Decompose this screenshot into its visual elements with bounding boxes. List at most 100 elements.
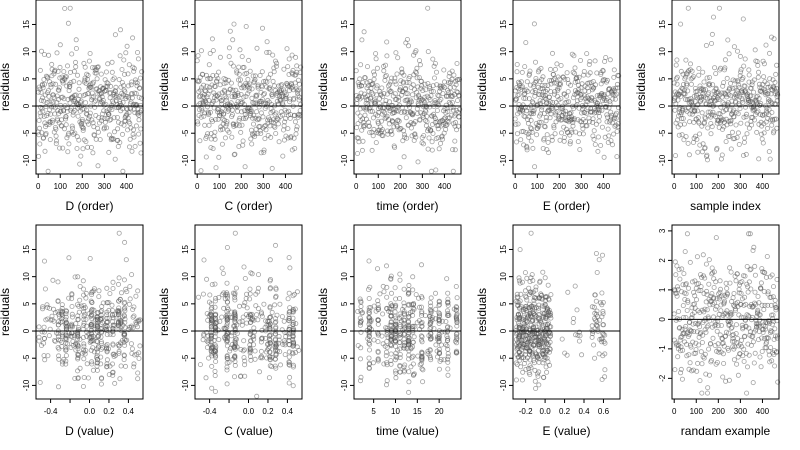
data-point	[765, 289, 771, 295]
y-tick-label: -5	[181, 129, 190, 137]
x-tick-label: 200	[235, 182, 249, 191]
data-point	[774, 276, 780, 282]
data-point	[281, 318, 287, 324]
data-point	[223, 332, 229, 338]
data-point	[94, 367, 100, 373]
data-point	[358, 83, 364, 89]
data-point	[603, 104, 609, 110]
data-point	[563, 108, 569, 114]
data-point	[366, 106, 372, 112]
data-point	[121, 332, 127, 338]
data-point	[118, 84, 124, 90]
data-point	[544, 132, 550, 138]
data-point	[673, 272, 679, 278]
data-point	[136, 318, 142, 324]
data-point	[740, 16, 746, 22]
data-point	[430, 130, 436, 136]
data-point	[540, 74, 546, 80]
data-point	[584, 123, 590, 129]
data-point	[110, 372, 116, 378]
data-point	[543, 364, 549, 370]
data-point	[551, 123, 557, 129]
data-point	[236, 71, 242, 77]
data-point	[516, 334, 522, 340]
data-point	[415, 100, 421, 106]
y-tick-label: 0	[499, 328, 508, 333]
data-point	[595, 323, 601, 329]
data-point	[273, 110, 279, 116]
data-point	[258, 130, 264, 136]
data-point	[720, 117, 726, 123]
data-point	[380, 311, 386, 317]
data-point	[124, 43, 130, 49]
data-point	[88, 322, 94, 328]
data-point	[249, 95, 255, 101]
data-point	[746, 72, 752, 78]
data-point	[273, 365, 279, 371]
data-point	[73, 347, 79, 353]
data-point	[574, 98, 580, 104]
data-point	[408, 125, 414, 131]
data-point	[287, 324, 293, 330]
data-point	[727, 133, 733, 139]
data-point	[601, 331, 607, 337]
data-point	[517, 247, 523, 253]
data-point	[732, 78, 738, 84]
data-point	[737, 282, 743, 288]
x-tick-label: 200	[712, 407, 726, 416]
data-point	[445, 372, 451, 378]
data-point	[209, 282, 215, 288]
x-tick-label: 0	[195, 182, 200, 191]
data-point	[543, 118, 549, 124]
data-point	[538, 327, 544, 333]
data-point	[596, 118, 602, 124]
data-point	[138, 150, 144, 156]
data-point	[764, 253, 770, 259]
data-point	[235, 108, 241, 114]
data-point	[436, 298, 442, 304]
data-point	[700, 332, 706, 338]
data-point	[267, 285, 273, 291]
data-point	[138, 126, 144, 132]
data-point	[69, 303, 75, 309]
data-point	[236, 117, 242, 123]
data-point	[76, 303, 82, 309]
data-point	[202, 122, 208, 128]
data-point	[707, 372, 713, 378]
data-point	[706, 257, 712, 263]
data-point	[401, 317, 407, 323]
data-point	[415, 102, 421, 108]
data-point	[540, 345, 546, 351]
data-point	[110, 370, 116, 376]
data-point	[366, 321, 372, 327]
data-point	[410, 344, 416, 350]
data-point	[703, 329, 709, 335]
data-point	[405, 43, 411, 49]
data-point	[291, 327, 297, 333]
data-point	[293, 72, 299, 78]
data-point	[527, 68, 533, 74]
data-point	[733, 331, 739, 337]
data-point	[55, 279, 61, 285]
data-point	[371, 337, 377, 343]
data-point	[674, 293, 680, 299]
data-point	[704, 96, 710, 102]
data-point	[524, 275, 530, 281]
data-point	[431, 111, 437, 117]
data-point	[425, 5, 431, 11]
data-point	[104, 80, 110, 86]
data-point	[767, 320, 773, 326]
x-tick-label: 200	[394, 182, 408, 191]
data-point	[59, 316, 65, 322]
y-tick-label: 10	[499, 47, 508, 56]
data-point	[90, 367, 96, 373]
data-point	[442, 85, 448, 91]
data-point	[53, 81, 59, 87]
data-point	[683, 57, 689, 63]
data-point	[396, 98, 402, 104]
data-point	[716, 349, 722, 355]
data-point	[57, 42, 63, 48]
data-point	[267, 314, 273, 320]
data-point	[601, 322, 607, 328]
